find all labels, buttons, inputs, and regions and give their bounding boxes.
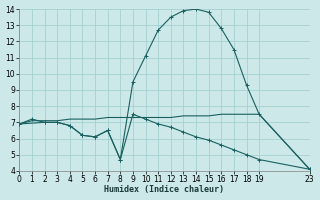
X-axis label: Humidex (Indice chaleur): Humidex (Indice chaleur): [105, 185, 225, 194]
